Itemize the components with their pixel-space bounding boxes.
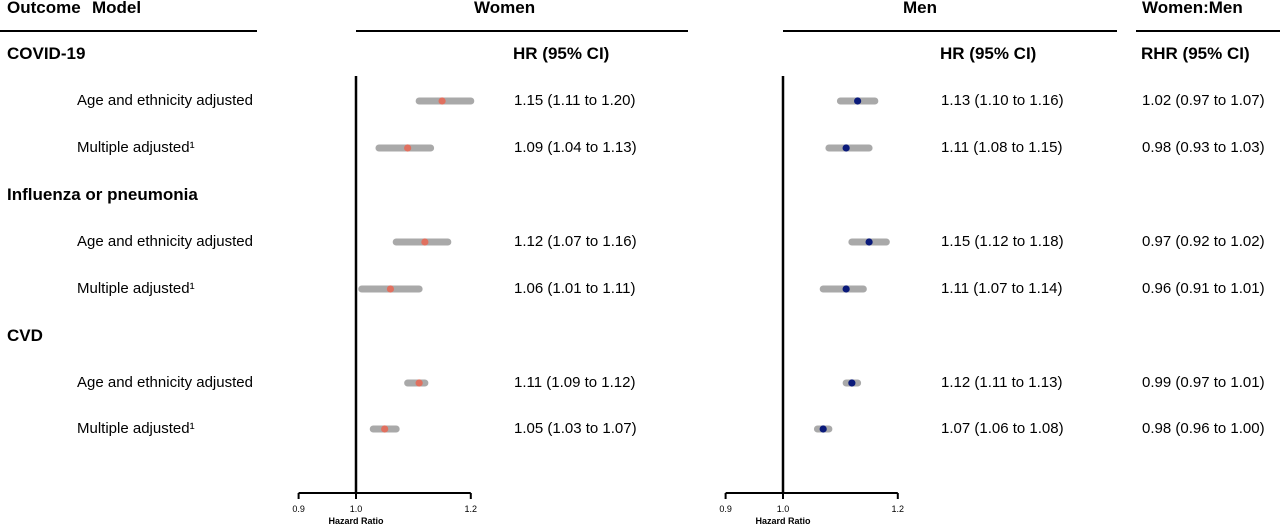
model-label: Multiple adjusted¹ — [77, 420, 195, 437]
women-hr-point — [421, 238, 429, 246]
women-hr-value: 1.15 (1.11 to 1.20) — [514, 92, 636, 109]
women-hr-point — [381, 425, 389, 433]
men-x-tick-label: 1.0 — [777, 504, 790, 514]
outcome-label-cvd: CVD — [7, 326, 43, 345]
women-hr-point — [438, 97, 446, 105]
women-hr-value: 1.09 (1.04 to 1.13) — [514, 139, 637, 156]
women-x-tick-label: 1.2 — [465, 504, 478, 514]
outcome-column-header: Outcome — [7, 0, 81, 17]
ratio-value: 0.99 (0.97 to 1.01) — [1142, 374, 1265, 391]
ratio-value: 1.02 (0.97 to 1.07) — [1142, 92, 1265, 109]
ratio-panel-header: Women:Men — [1142, 0, 1243, 17]
header-rule-ratio — [1136, 30, 1280, 32]
men-hr-value: 1.15 (1.12 to 1.18) — [941, 233, 1064, 250]
ratio-column-header: RHR (95% CI) — [1141, 44, 1250, 63]
header-rule-left — [0, 30, 257, 32]
model-label: Multiple adjusted¹ — [77, 139, 195, 156]
men-hr-value: 1.11 (1.08 to 1.15) — [941, 139, 1063, 156]
men-x-tick-label: 0.9 — [719, 504, 732, 514]
ratio-value: 0.97 (0.92 to 1.02) — [1142, 233, 1265, 250]
header-rule-women — [356, 30, 688, 32]
model-label: Multiple adjusted¹ — [77, 280, 195, 297]
men-x-axis-label: Hazard Ratio — [755, 516, 811, 526]
outcome-label-influenza: Influenza or pneumonia — [7, 185, 198, 204]
women-x-tick-label: 1.0 — [350, 504, 363, 514]
men-hr-point — [865, 238, 873, 246]
men-x-tick-label: 1.2 — [892, 504, 905, 514]
women-hr-value: 1.05 (1.03 to 1.07) — [514, 420, 637, 437]
men-hr-column-header: HR (95% CI) — [940, 44, 1037, 63]
women-hr-point — [386, 285, 395, 293]
women-hr-value: 1.12 (1.07 to 1.16) — [514, 233, 637, 250]
header-rule-men — [783, 30, 1117, 32]
ratio-value: 0.96 (0.91 to 1.01) — [1142, 280, 1265, 297]
men-panel-header: Men — [903, 0, 937, 17]
women-x-tick-label: 0.9 — [292, 504, 305, 514]
men-hr-value: 1.12 (1.11 to 1.13) — [941, 374, 1063, 391]
ratio-value: 0.98 (0.93 to 1.03) — [1142, 139, 1265, 156]
model-label: Age and ethnicity adjusted — [77, 233, 253, 250]
women-x-axis-label: Hazard Ratio — [328, 516, 384, 526]
model-label: Age and ethnicity adjusted — [77, 374, 253, 391]
men-hr-point — [842, 144, 850, 152]
women-hr-column-header: HR (95% CI) — [513, 44, 610, 63]
model-label: Age and ethnicity adjusted — [77, 92, 253, 109]
women-hr-point — [415, 379, 423, 387]
ratio-value: 0.98 (0.96 to 1.00) — [1142, 420, 1265, 437]
women-panel-header: Women — [474, 0, 536, 17]
outcome-label-covid: COVID-19 — [7, 44, 86, 63]
men-hr-point — [848, 379, 856, 387]
women-hr-value: 1.11 (1.09 to 1.12) — [514, 374, 636, 391]
men-hr-point — [819, 425, 827, 433]
men-hr-value: 1.13 (1.10 to 1.16) — [941, 92, 1064, 109]
men-hr-point — [854, 97, 862, 105]
model-column-header: Model — [92, 0, 142, 17]
men-hr-value: 1.11 (1.07 to 1.14) — [941, 280, 1063, 297]
women-hr-value: 1.06 (1.01 to 1.11) — [514, 280, 636, 297]
men-hr-point — [842, 285, 850, 293]
men-hr-value: 1.07 (1.06 to 1.08) — [941, 420, 1064, 437]
women-hr-point — [404, 144, 412, 152]
